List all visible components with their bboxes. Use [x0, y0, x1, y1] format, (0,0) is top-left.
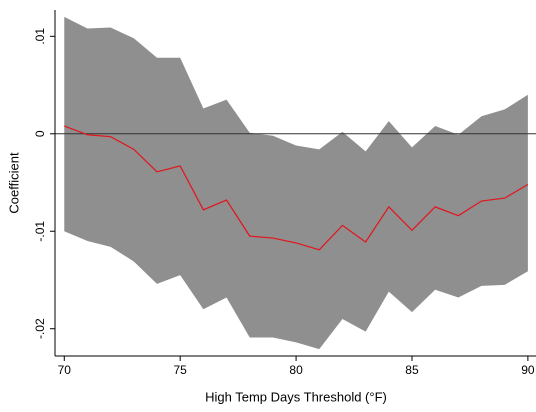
line	[64, 125, 529, 251]
y-tick-label: .01	[33, 28, 47, 45]
x-tick-label: 85	[405, 363, 419, 377]
confidence-band	[64, 16, 528, 350]
y-tick-label: -.01	[33, 221, 47, 242]
x-tick-label: 70	[58, 363, 72, 377]
y-tick-label: 0	[33, 130, 47, 137]
x-axis-title: High Temp Days Threshold (°F)	[205, 389, 387, 404]
y-axis-title: Coefficient	[6, 152, 21, 214]
x-tick-label: 80	[289, 363, 303, 377]
y-tick-label: -.02	[33, 318, 47, 339]
x-tick-label: 75	[173, 363, 187, 377]
x-tick-label: 90	[521, 363, 535, 377]
